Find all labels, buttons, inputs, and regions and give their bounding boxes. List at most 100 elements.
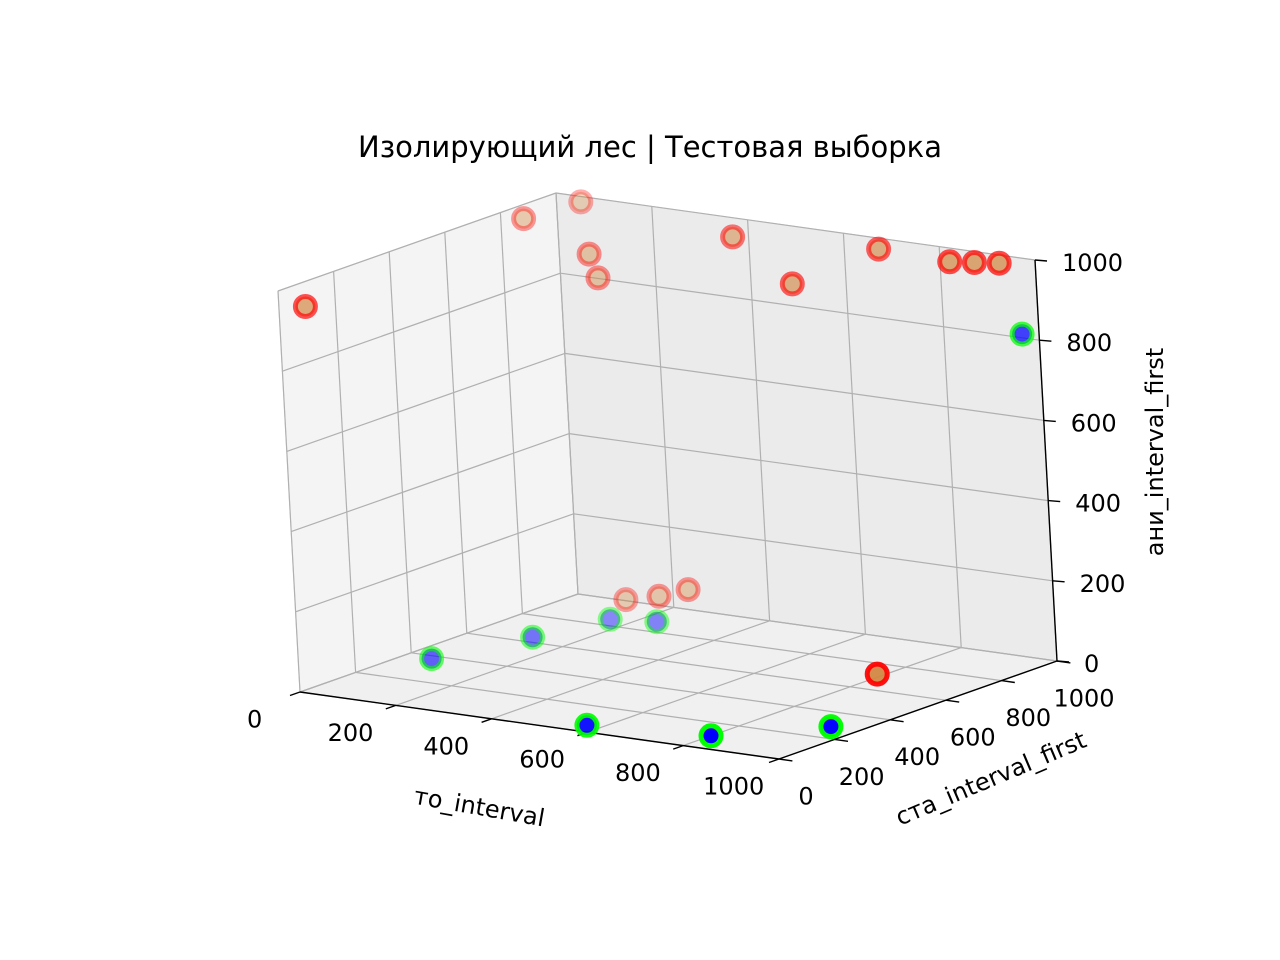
normal-point	[818, 714, 844, 740]
anomaly-point	[613, 587, 639, 613]
z-grid-line	[569, 433, 1049, 502]
x-axis-line	[299, 691, 780, 760]
anomaly-point	[866, 236, 892, 262]
z-axis-label: ани_interval_first	[1141, 348, 1169, 556]
normal-point	[597, 606, 623, 632]
y-grid-line	[388, 251, 412, 653]
y-grid-line	[466, 632, 946, 701]
x-grid-line	[587, 633, 866, 733]
x-tick-mark	[672, 744, 684, 750]
z-grid-line	[282, 272, 561, 372]
anomaly-point	[986, 250, 1012, 276]
z-grid-line	[577, 593, 1058, 662]
x-tick-label: 600	[519, 746, 565, 774]
y-tick-label: 0	[798, 782, 813, 810]
x-tick-label: 1000	[703, 773, 764, 801]
x-axis-label: то_interval	[412, 782, 547, 833]
z-grid-line	[564, 352, 1044, 421]
normal-point	[644, 609, 670, 635]
x-tick-label: 200	[328, 719, 374, 747]
anomaly-point	[585, 265, 611, 291]
floor-pane	[300, 594, 1057, 759]
normal-point	[698, 723, 724, 749]
y-tick-label: 400	[894, 743, 940, 771]
z-tick-mark	[1039, 339, 1052, 342]
x-grid-line	[683, 647, 962, 747]
z-tick-label: 800	[1066, 329, 1112, 357]
anomaly-point	[511, 206, 537, 232]
z-grid-line	[573, 513, 1053, 582]
anomaly-point	[646, 583, 672, 609]
normal-point	[520, 624, 546, 650]
y-tick-mark	[1001, 679, 1015, 684]
y-axis-line	[778, 660, 1058, 760]
x-grid-line	[842, 233, 866, 635]
y-grid-line	[444, 232, 468, 634]
x-grid-line	[491, 620, 770, 720]
z-tick-label: 400	[1075, 490, 1121, 518]
z-grid-line	[555, 192, 1036, 261]
anomaly-point	[720, 224, 746, 250]
anomaly-point	[568, 189, 594, 215]
x-grid-line	[395, 606, 674, 706]
axes: 0 200 400 600 800 1000 02004006008001000020040…	[247, 249, 1125, 810]
z-tick-label: 1000	[1062, 249, 1123, 277]
z-tick-label: 0	[1084, 650, 1099, 678]
x-tick-label: 400	[423, 732, 469, 760]
y-grid-line	[522, 613, 1002, 682]
anomaly-point	[937, 249, 963, 275]
z-grid-line	[299, 593, 579, 693]
normal-point	[574, 712, 600, 738]
y-tick-label: 600	[950, 724, 996, 752]
x-tick-label: 800	[615, 759, 661, 787]
anomaly-point	[576, 241, 602, 267]
x-tick-mark	[481, 718, 492, 723]
z-tick-mark	[1052, 580, 1065, 583]
x-grid-line	[747, 219, 771, 621]
y-tick-label: 1000	[1053, 684, 1114, 712]
z-tick-mark	[1048, 499, 1061, 503]
z-tick-mark	[1034, 259, 1048, 262]
y-grid-line	[555, 192, 579, 595]
y-tick-mark	[834, 738, 849, 742]
z-grid-line	[560, 272, 1040, 341]
z-grid-line	[277, 192, 557, 292]
normal-point	[1009, 321, 1035, 347]
anomaly-point	[961, 250, 987, 275]
x-grid-line	[651, 206, 675, 608]
chart-title: Изолирующий лес | Тестовая выборка	[358, 130, 942, 164]
y-grid-line	[411, 652, 891, 721]
y-tick-mark	[778, 758, 793, 762]
y-tick-label: 800	[1005, 704, 1051, 732]
x-tick-mark	[768, 758, 780, 764]
z-grid-line	[286, 352, 565, 452]
anomaly-point	[779, 271, 805, 297]
x-grid-line	[938, 246, 962, 648]
x-tick-label: 0	[247, 706, 262, 734]
anomaly-point	[675, 577, 701, 603]
y-grid-line	[277, 290, 301, 693]
grid-lines	[277, 192, 1058, 760]
x-tick-mark	[289, 691, 301, 697]
y-grid-line	[355, 671, 835, 740]
y-grid-line	[333, 271, 357, 673]
axis-panes	[277, 192, 1058, 760]
z-axis-line	[1034, 259, 1058, 662]
y-tick-mark	[945, 699, 960, 703]
z-grid-line	[295, 513, 574, 613]
y-tick-mark	[890, 719, 904, 723]
x-tick-mark	[385, 704, 397, 710]
left-pane	[278, 193, 578, 692]
y-tick-label: 200	[839, 763, 885, 791]
z-tick-label: 600	[1071, 409, 1117, 437]
z-grid-line	[291, 433, 570, 533]
z-tick-mark	[1043, 419, 1056, 423]
y-grid-line	[499, 212, 523, 614]
data-points	[292, 189, 1035, 749]
z-tick-label: 200	[1080, 570, 1126, 598]
normal-point	[419, 646, 445, 672]
back-pane	[556, 193, 1057, 661]
anomaly-point	[864, 661, 890, 687]
z-tick-mark	[1056, 660, 1070, 663]
